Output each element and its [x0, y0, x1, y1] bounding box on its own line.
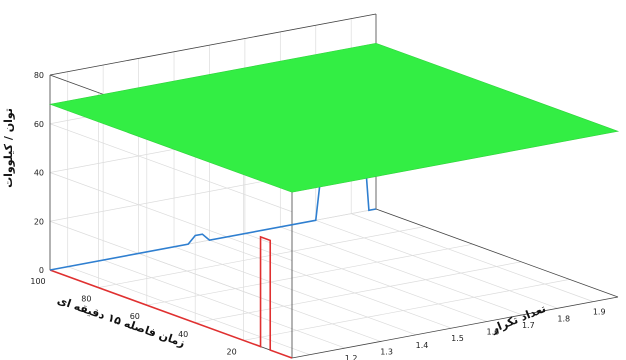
y-tick-label: 20 [227, 347, 237, 356]
grid-line [49, 123, 293, 213]
z-tick-label: 80 [34, 71, 44, 80]
z-tick-label: 60 [34, 120, 44, 129]
grid-line [103, 259, 346, 349]
z-tick-label: 20 [34, 217, 44, 226]
x-tick-label: 1.3 [380, 347, 393, 356]
x-tick-label: 1.9 [593, 308, 606, 317]
grid-line [138, 253, 381, 342]
x-tick-label: 1.4 [416, 341, 429, 350]
x-tick-label: 1.7 [522, 321, 535, 330]
z-tick-label: 40 [34, 169, 44, 178]
grid-line [195, 261, 522, 324]
grid-line [315, 219, 558, 309]
grid-line [209, 239, 452, 329]
z-axis-label: توان / کیلووات [2, 108, 15, 188]
axis-edge [375, 208, 619, 298]
axis-edge [291, 296, 619, 359]
grid-line [244, 233, 488, 322]
x-tick-label: 1.5 [451, 334, 464, 343]
x-tick-label: 1.8 [557, 314, 570, 323]
x-axis-label: تعداد تکرار [489, 302, 548, 336]
grid-line [280, 226, 523, 316]
grid-line [351, 213, 594, 302]
grid-line [49, 172, 293, 261]
y-tick-label: 100 [30, 277, 45, 286]
surface [48, 42, 620, 193]
surface-plane [48, 42, 620, 193]
y-tick-label: 80 [81, 295, 91, 304]
grid-line [243, 279, 570, 341]
series-1-line [49, 235, 293, 359]
grid-line [98, 226, 425, 288]
grid-line [173, 246, 417, 336]
grid-line [146, 243, 473, 306]
tick-labels: 020406080204060801001.11.21.31.41.51.61.… [30, 71, 605, 360]
axis-edge [49, 13, 377, 76]
x-tick-label: 1.6 [487, 328, 500, 337]
grid-line [67, 266, 310, 356]
z-tick-label: 0 [39, 266, 44, 275]
x-tick-label: 1.2 [345, 354, 358, 360]
y-tick-label: 40 [178, 330, 188, 339]
y-tick-label: 60 [130, 312, 140, 321]
